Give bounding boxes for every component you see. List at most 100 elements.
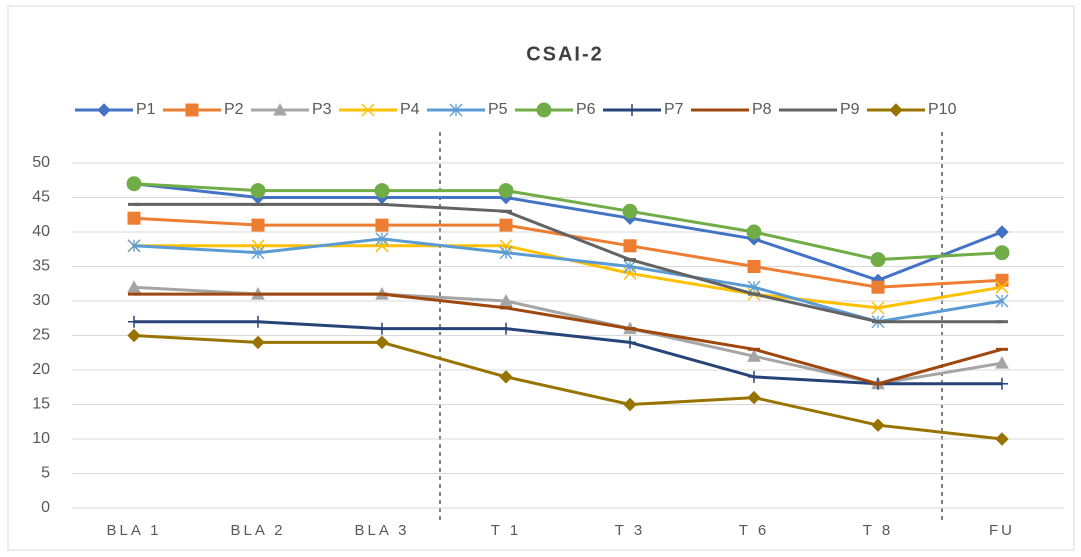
series-line (133, 182, 1003, 282)
marker (889, 103, 903, 117)
marker (499, 370, 513, 384)
x-tick-label: BLA 2 (230, 522, 285, 539)
marker (128, 315, 140, 328)
marker (623, 239, 637, 253)
marker (747, 280, 761, 294)
x-tick-label: T 8 (863, 522, 893, 539)
marker (994, 245, 1010, 261)
marker (127, 239, 141, 253)
marker (996, 377, 1008, 390)
marker (626, 104, 638, 116)
marker (499, 218, 513, 232)
marker (624, 336, 636, 349)
y-tick-label: 40 (32, 223, 50, 240)
marker (623, 397, 637, 412)
marker (747, 390, 761, 405)
x-tick-label: BLA 1 (106, 522, 161, 539)
legend-label: P6 (576, 101, 596, 118)
series (127, 328, 1009, 446)
marker (375, 239, 389, 253)
legend-label: P3 (312, 101, 332, 118)
series-line (134, 320, 1002, 386)
legend-label: P8 (752, 101, 772, 118)
marker (748, 370, 760, 383)
y-tick-label: 0 (41, 499, 50, 516)
y-tick-label: 35 (32, 258, 50, 275)
marker (747, 349, 761, 362)
y-tick-label: 10 (32, 430, 50, 447)
legend-label: P5 (488, 101, 508, 118)
y-tick-label: 20 (32, 361, 50, 378)
marker (995, 356, 1009, 369)
y-tick-label: 25 (32, 327, 50, 344)
marker (185, 103, 199, 117)
x-tick-label: T 3 (615, 522, 645, 539)
marker (251, 335, 265, 350)
marker (251, 246, 265, 260)
marker (127, 328, 141, 343)
y-tick-label: 15 (32, 396, 50, 413)
y-tick-label: 45 (32, 189, 50, 206)
marker (746, 224, 762, 240)
series-line (133, 182, 1003, 262)
marker (127, 211, 141, 225)
marker (500, 322, 512, 335)
legend-label: P4 (400, 101, 420, 118)
marker (747, 260, 761, 273)
marker (870, 252, 886, 268)
marker (97, 103, 111, 117)
marker (871, 301, 885, 315)
marker (995, 432, 1009, 446)
y-tick-label: 50 (32, 154, 50, 171)
marker (498, 183, 514, 199)
chart-border (7, 5, 1075, 551)
x-tick-label: FU (989, 522, 1015, 539)
marker (623, 266, 637, 280)
series (128, 315, 1008, 390)
series (128, 292, 1008, 386)
marker (250, 183, 266, 199)
series (126, 176, 1010, 268)
series-line (134, 202, 1002, 324)
series-line (133, 334, 1003, 441)
marker (995, 225, 1009, 239)
marker (375, 232, 389, 246)
marker (127, 280, 141, 293)
series (128, 202, 1008, 324)
marker (499, 246, 513, 260)
marker (361, 103, 375, 117)
x-tick-label: BLA 3 (354, 522, 409, 539)
marker (251, 239, 265, 253)
marker (126, 176, 142, 192)
marker (375, 335, 389, 350)
y-tick-label: 5 (41, 465, 50, 482)
marker (252, 315, 264, 328)
legend-label: P1 (136, 101, 156, 118)
marker (536, 102, 552, 118)
marker (995, 280, 1009, 294)
marker (375, 218, 389, 232)
marker (995, 273, 1009, 287)
marker (273, 102, 287, 116)
legend-label: P9 (840, 101, 860, 118)
legend-label: P10 (928, 101, 957, 118)
marker (622, 203, 638, 219)
marker (995, 294, 1009, 308)
marker (623, 260, 637, 273)
legend-label: P2 (224, 101, 244, 118)
marker (376, 322, 388, 335)
chart-title: CSAI-2 (526, 43, 604, 65)
legend-label: P7 (664, 101, 684, 118)
marker (251, 218, 265, 232)
marker (871, 280, 885, 294)
y-tick-label: 30 (32, 292, 50, 309)
series-line (134, 292, 1003, 386)
marker (499, 293, 513, 307)
x-tick-label: T 6 (739, 522, 769, 539)
marker (499, 239, 513, 253)
x-tick-label: T 1 (491, 522, 521, 539)
marker (449, 103, 463, 117)
marker (871, 418, 885, 432)
marker (374, 183, 390, 199)
